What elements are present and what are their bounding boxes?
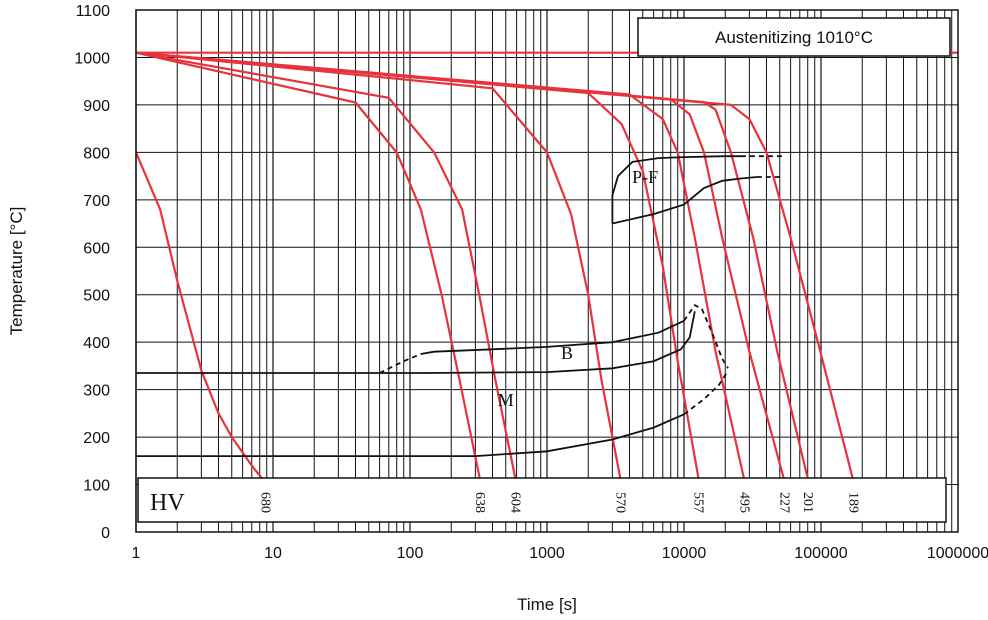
region-boundary-b (420, 319, 685, 355)
y-tick-label: 1100 (76, 3, 111, 20)
y-tick-label: 600 (83, 240, 110, 257)
region-boundary-p-f (612, 176, 757, 225)
y-tick-label: 1000 (74, 50, 110, 67)
hardness-value: 604 (508, 492, 523, 513)
transformation-regions: P-F B M (136, 155, 786, 457)
region-label-m: M (498, 390, 514, 410)
hardness-value: 227 (776, 492, 791, 513)
x-tick-label: 100 (397, 545, 424, 562)
region-boundary-p-f (611, 155, 741, 224)
hardness-value: 680 (258, 492, 273, 513)
x-tick-label: 10 (264, 545, 282, 562)
annotation-text: Austenitizing 1010°C (715, 28, 873, 47)
y-axis-title: Temperature [°C] (7, 207, 26, 336)
region-label-b: B (561, 343, 573, 363)
cooling-curve-557 (135, 51, 701, 485)
cooling-curve-189 (135, 51, 856, 485)
y-tick-label: 0 (101, 525, 110, 542)
y-tick-label: 400 (83, 335, 110, 352)
hardness-box: HV 680 638 604 570 557 495 227 201 189 (137, 477, 947, 523)
cooling-curve-201 (135, 51, 811, 485)
x-tick-label: 1000000 (927, 545, 988, 562)
y-tick-label: 300 (83, 383, 110, 400)
x-tick-label: 1000 (529, 545, 565, 562)
hardness-value: 189 (845, 492, 860, 513)
hardness-value: 570 (613, 492, 628, 513)
x-tick-label: 1 (132, 545, 141, 562)
cooling-curve-680 (134, 151, 268, 486)
cooling-curve-638 (135, 51, 483, 485)
hardness-value: 638 (472, 492, 487, 513)
x-axis-title: Time [s] (517, 595, 577, 614)
region-boundary-b (683, 304, 729, 369)
cooling-curve-570 (135, 51, 623, 485)
hardness-label: HV (150, 490, 185, 516)
annotation-box (637, 17, 951, 57)
region-label-p-f: P-F (632, 167, 658, 187)
y-tick-label: 900 (83, 98, 110, 115)
cooling-curve-604 (135, 51, 518, 485)
cooling-curve-495 (135, 51, 747, 485)
y-tick-label: 700 (83, 193, 110, 210)
y-tick-label: 200 (83, 430, 110, 447)
hardness-box-frame (137, 477, 947, 523)
grid (135, 9, 958, 533)
region-boundary-m (136, 413, 685, 457)
region-boundary-b (136, 311, 696, 374)
y-tick-label: 800 (83, 145, 110, 162)
region-boundary-m (683, 370, 729, 416)
cooling-curves (134, 51, 958, 486)
plot-frame (135, 9, 959, 533)
region-boundary-b (379, 353, 422, 374)
tick-labels: 0 100 200 300 400 500 600 700 800 900 1000 1100 1 10 1… (74, 3, 988, 562)
y-tick-label: 500 (83, 288, 110, 305)
x-tick-label: 10000 (662, 545, 707, 562)
x-tick-label: 100000 (794, 545, 847, 562)
hardness-value: 557 (691, 492, 706, 513)
hardness-value: 201 (800, 492, 815, 513)
y-tick-label: 100 (83, 478, 110, 495)
austenitizing-annotation: Austenitizing 1010°C (637, 17, 951, 57)
hardness-value: 495 (736, 492, 751, 513)
